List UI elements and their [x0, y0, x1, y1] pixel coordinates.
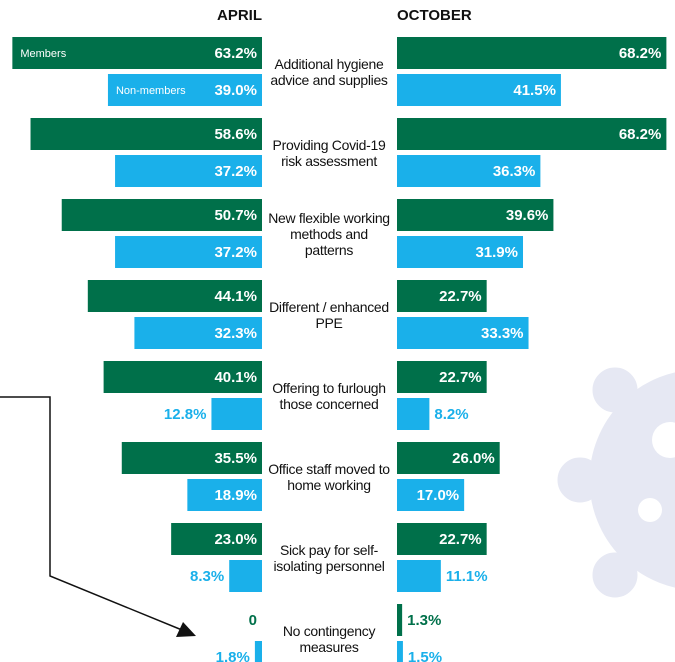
bar — [255, 641, 262, 662]
category-label: New flexible working methods and pattern… — [266, 199, 392, 269]
category-label: Additional hygiene advice and supplies — [266, 37, 392, 107]
legend-label: Members — [20, 48, 66, 60]
value-label: 1.5% — [408, 649, 442, 662]
virus-decoration — [558, 318, 675, 597]
value-label: 68.2% — [619, 126, 662, 143]
category-label: Office staff moved to home working — [266, 442, 392, 512]
value-label: 44.1% — [214, 288, 257, 305]
value-label: 1.3% — [407, 612, 441, 629]
value-label: 1.8% — [216, 649, 250, 662]
value-label: 68.2% — [619, 45, 662, 62]
bar — [397, 604, 402, 636]
value-label: 22.7% — [439, 531, 482, 548]
value-label: 18.9% — [214, 487, 257, 504]
chart: APRIL OCTOBER 63.2% Members 58.6% 50.7% 44.1… — [0, 0, 675, 662]
value-label: 0 — [249, 612, 257, 629]
value-label: 63.2% — [214, 45, 257, 62]
value-label: 12.8% — [164, 406, 207, 423]
value-label: 41.5% — [513, 82, 556, 99]
value-label: 50.7% — [214, 207, 257, 224]
value-label: 23.0% — [214, 531, 257, 548]
value-label: 58.6% — [214, 126, 257, 143]
bar — [211, 398, 262, 430]
value-label: 8.2% — [434, 406, 468, 423]
panel-title: APRIL — [217, 7, 262, 24]
annotation-arrow — [0, 397, 196, 637]
value-label: 26.0% — [452, 450, 495, 467]
value-label: 17.0% — [417, 487, 460, 504]
value-label: 32.3% — [214, 325, 257, 342]
legend-label: Non-members — [116, 85, 186, 97]
value-label: 37.2% — [214, 244, 257, 261]
category-label: Providing Covid-19 risk assessment — [266, 118, 392, 188]
value-label: 8.3% — [190, 568, 224, 585]
bar — [229, 560, 262, 592]
category-label: Offering to furlough those concerned — [266, 361, 392, 431]
value-label: 22.7% — [439, 369, 482, 386]
value-label: 39.0% — [214, 82, 257, 99]
value-label: 39.6% — [506, 207, 549, 224]
bar — [397, 560, 441, 592]
value-label: 11.1% — [446, 568, 488, 585]
value-label: 36.3% — [493, 163, 536, 180]
value-label: 40.1% — [214, 369, 257, 386]
value-label: 31.9% — [475, 244, 518, 261]
value-label: 22.7% — [439, 288, 482, 305]
panel-title: OCTOBER — [397, 7, 472, 24]
value-label: 37.2% — [214, 163, 257, 180]
category-label: Different / enhanced PPE — [266, 280, 392, 350]
category-label: No contingency measures — [266, 604, 392, 662]
category-label: Sick pay for self-isolating personnel — [266, 523, 392, 593]
bar — [397, 398, 429, 430]
value-label: 35.5% — [214, 450, 257, 467]
bar — [397, 641, 403, 662]
value-label: 33.3% — [481, 325, 524, 342]
